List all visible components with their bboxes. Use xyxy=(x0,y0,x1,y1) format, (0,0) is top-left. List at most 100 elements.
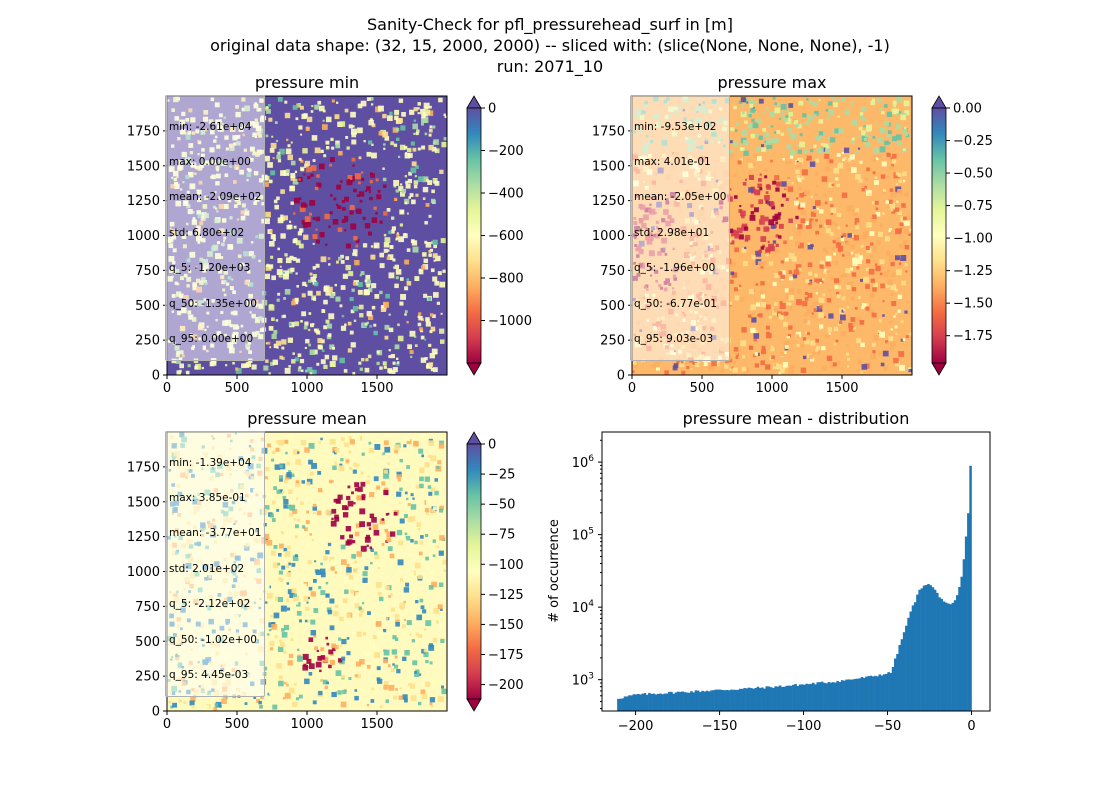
heatmap-cell xyxy=(755,302,760,307)
heatmap-cell xyxy=(356,495,362,501)
heatmap-cell xyxy=(818,312,824,318)
stat-line: max: 4.01e-01 xyxy=(634,155,711,168)
heatmap-cell xyxy=(371,217,378,223)
heatmap-cell xyxy=(799,141,805,148)
heatmap-cell xyxy=(341,639,347,645)
heatmap-cell xyxy=(344,215,349,220)
heatmap-cell xyxy=(388,349,391,352)
heatmap-cell xyxy=(417,112,420,115)
heatmap-cell xyxy=(738,284,742,288)
histogram-bar xyxy=(734,689,738,711)
heatmap-cell xyxy=(785,197,789,201)
heatmap-cell xyxy=(190,696,196,702)
heatmap-cell xyxy=(816,135,822,141)
heatmap-cell xyxy=(359,367,363,371)
heatmap-cell xyxy=(296,497,299,500)
heatmap-cell xyxy=(402,656,407,661)
heatmap-cell xyxy=(881,110,885,115)
heatmap-cell xyxy=(632,361,637,365)
panel-histogram: pressure mean - distribution −200 −150 −10… xyxy=(547,409,991,734)
heatmap-cell xyxy=(291,359,296,364)
heatmap-cell xyxy=(351,491,354,495)
heatmap-cell xyxy=(856,135,859,138)
heatmap-cell xyxy=(829,137,836,143)
heatmap-cell xyxy=(902,240,908,246)
histogram-bar xyxy=(831,682,835,711)
heatmap-cell xyxy=(305,126,310,131)
heatmap-cell xyxy=(389,553,395,559)
histogram-bar xyxy=(907,617,910,711)
heatmap-cell xyxy=(394,109,400,115)
heatmap-cell xyxy=(803,313,807,317)
heatmap-cell xyxy=(273,545,278,549)
heatmap-cell xyxy=(845,111,849,115)
heatmap-cell xyxy=(898,262,902,265)
heatmap-cell xyxy=(404,491,408,495)
heatmap-cell xyxy=(297,656,303,662)
heatmap-cell xyxy=(886,205,890,209)
y-tick-label: 0 xyxy=(152,369,160,384)
heatmap-cell xyxy=(345,136,349,139)
stat-line: q_95: 0.00e+00 xyxy=(169,332,254,345)
stat-line: max: 3.85e-01 xyxy=(169,491,246,504)
heatmap-cell xyxy=(378,105,384,112)
heatmap-cell xyxy=(375,621,382,627)
histogram-bar xyxy=(785,685,788,711)
heatmap-cell xyxy=(424,628,427,631)
histogram-bar xyxy=(761,687,764,711)
heatmap-cell xyxy=(764,195,770,201)
heatmap-cell xyxy=(366,664,371,669)
heatmap-cell xyxy=(814,273,818,277)
heatmap-cell xyxy=(872,158,876,162)
heatmap-cell xyxy=(315,239,320,244)
heatmap-cell xyxy=(319,568,326,575)
heatmap-cell xyxy=(296,611,302,616)
heatmap-cell xyxy=(386,531,392,537)
heatmap-cell xyxy=(291,588,297,594)
heatmap-cell xyxy=(828,332,831,335)
heatmap-cell xyxy=(759,219,765,225)
heatmap-cell xyxy=(852,257,857,262)
heatmap-cell xyxy=(379,366,383,370)
heatmap-cell xyxy=(272,359,278,365)
heatmap-cell xyxy=(387,512,390,515)
heatmap-cell xyxy=(799,193,804,198)
heatmap-cell xyxy=(352,306,359,312)
histogram-bar xyxy=(699,692,702,711)
heatmap-cell xyxy=(325,636,328,640)
heatmap-cell xyxy=(642,361,645,364)
heatmap-cell xyxy=(429,661,433,665)
heatmap-cell xyxy=(332,219,339,225)
heatmap-cell xyxy=(898,223,904,230)
heatmap-cell xyxy=(400,144,406,151)
heatmap-cell xyxy=(815,348,819,352)
heatmap-cell xyxy=(907,216,911,220)
heatmap-cell xyxy=(294,683,297,686)
histogram-bar xyxy=(685,692,689,711)
heatmap-cell xyxy=(755,250,762,257)
heatmap-cell xyxy=(399,687,402,690)
heatmap-cell xyxy=(305,520,310,524)
title-line: run: 2071_10 xyxy=(496,57,604,76)
heatmap-cell xyxy=(874,180,879,185)
heatmap-cell xyxy=(855,150,859,154)
heatmap-cell xyxy=(835,237,840,242)
heatmap-cell xyxy=(379,519,385,525)
heatmap-cell xyxy=(874,263,878,266)
heatmap-cell xyxy=(297,518,301,522)
heatmap-cell xyxy=(802,337,807,341)
histogram-bar xyxy=(719,689,722,711)
heatmap-cell xyxy=(732,362,736,365)
heatmap-cell xyxy=(351,540,356,544)
heatmap-cell xyxy=(742,182,747,186)
heatmap-cell xyxy=(414,175,417,178)
heatmap-cell xyxy=(759,173,762,176)
x-tick-label: −100 xyxy=(786,719,822,734)
heatmap-cell xyxy=(422,176,429,183)
heatmap-cell xyxy=(312,159,316,162)
heatmap-cell xyxy=(751,255,756,260)
histogram-bar xyxy=(867,676,870,711)
heatmap-cell xyxy=(395,614,400,619)
heatmap-cell xyxy=(740,210,746,217)
heatmap-cell xyxy=(904,192,909,197)
